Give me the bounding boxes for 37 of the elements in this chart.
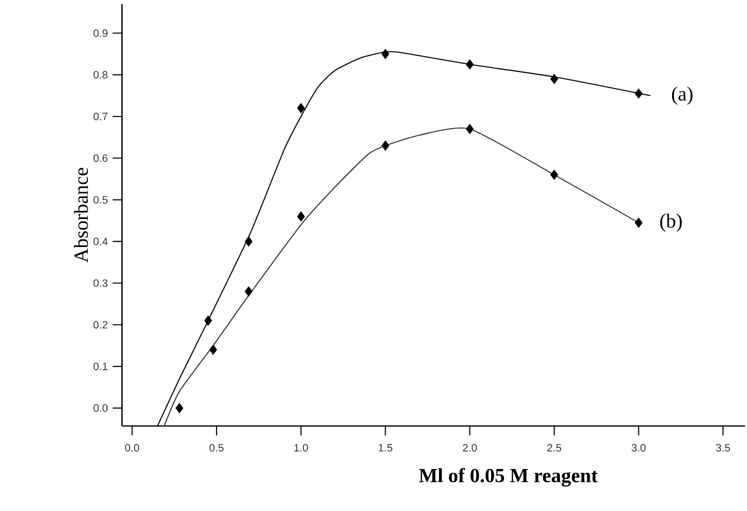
point <box>382 140 390 151</box>
x-tick-label: 3.5 <box>716 444 730 452</box>
x-tick-label: 1.5 <box>378 444 392 452</box>
point <box>634 88 642 99</box>
x-tick-label: 1.0 <box>294 444 308 452</box>
point <box>204 316 212 326</box>
y-tick-label: 0.1 <box>94 362 108 370</box>
y-tick-label: 0.6 <box>94 154 108 162</box>
y-tick-label: 0.8 <box>94 71 108 79</box>
point <box>382 48 390 60</box>
series-label: (b) <box>660 214 682 232</box>
point <box>466 124 474 134</box>
y-tick-label: 0.5 <box>94 196 108 204</box>
point <box>244 286 252 296</box>
y-tick-label: 0.3 <box>94 279 108 287</box>
x-tick-label: 2.5 <box>547 444 562 452</box>
y-tick-label: 0.7 <box>94 112 108 120</box>
point <box>297 103 305 114</box>
x-tick-label: 0.5 <box>210 444 224 452</box>
point <box>634 218 642 228</box>
y-tick-label: 0.9 <box>94 29 108 37</box>
x-tick-label: 3.0 <box>632 444 646 452</box>
point <box>297 211 305 222</box>
point <box>466 59 474 70</box>
y-axis-title: Absorbance <box>74 168 88 263</box>
point <box>176 403 184 414</box>
series-label: (a) <box>672 86 692 105</box>
y-tick-label: 0.2 <box>94 320 108 329</box>
point <box>550 170 558 180</box>
x-tick-label: 0.0 <box>125 444 140 452</box>
point <box>244 236 252 247</box>
x-tick-label: 2.0 <box>462 444 477 452</box>
point <box>209 344 218 355</box>
y-tick-label: 0.0 <box>94 404 108 412</box>
y-tick-label: 0.4 <box>94 238 108 246</box>
x-axis-title: Ml of 0.05 M reagent <box>419 468 598 487</box>
point <box>550 74 558 84</box>
